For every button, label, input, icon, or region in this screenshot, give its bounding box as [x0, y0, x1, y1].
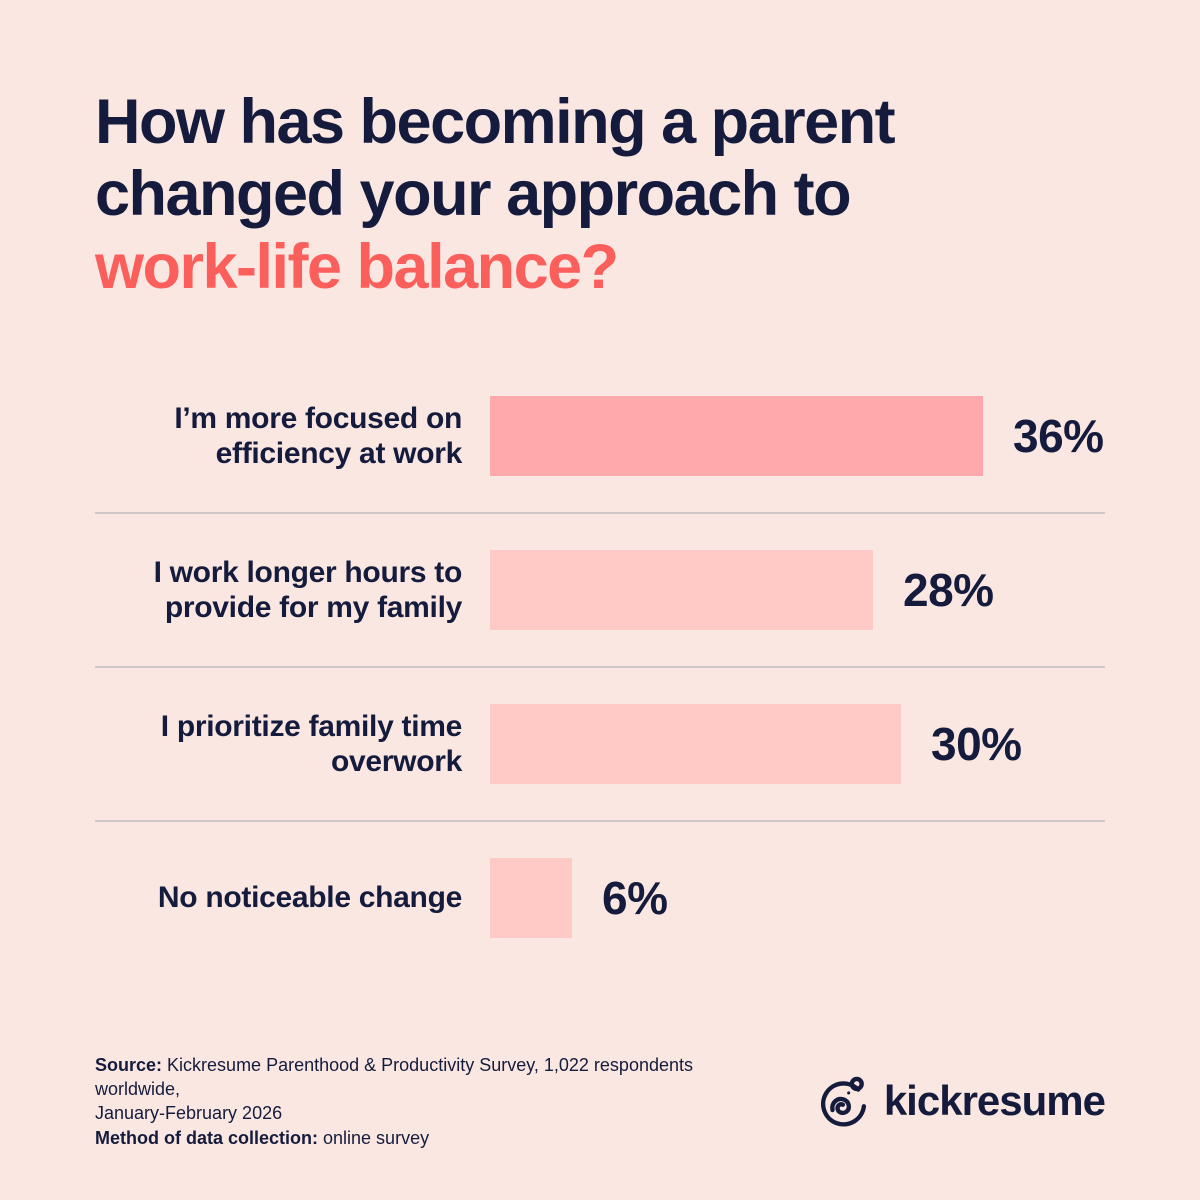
source-label: Source:	[95, 1054, 163, 1075]
value-label: 36%	[1013, 410, 1104, 462]
chameleon-icon	[820, 1076, 866, 1127]
category-label: I work longer hours to provide for my fam…	[153, 555, 463, 624]
bar-3	[490, 704, 901, 784]
value-label: 28%	[903, 564, 994, 616]
method-text: online survey	[323, 1127, 430, 1148]
bar-area: 28%	[490, 550, 994, 630]
title-line-1: How has becoming a parent	[95, 87, 896, 157]
source-text: Kickresume Parenthood & Productivity Sur…	[95, 1054, 693, 1100]
value-label: 30%	[931, 718, 1022, 770]
row-divider	[95, 666, 1105, 668]
bar-2	[490, 550, 873, 630]
page-title: How has becoming a parent changed your a…	[95, 86, 896, 303]
value-label: 6%	[602, 872, 668, 924]
bar-chart: I’m more focused on efficiency at work 36%…	[95, 360, 1105, 974]
bar-area: 6%	[490, 858, 668, 938]
category-label: No noticeable change	[157, 881, 462, 915]
row-divider	[95, 512, 1105, 514]
bar-area: 36%	[490, 396, 1104, 476]
kickresume-logo: kickresume	[814, 1073, 1106, 1130]
method-label: Method of data collection:	[95, 1127, 318, 1148]
logo-text: kickresume	[883, 1077, 1106, 1125]
chart-row: I work longer hours to provide for my fam…	[95, 514, 1105, 666]
source-text-date: January-February 2026	[95, 1103, 283, 1124]
bar-4	[490, 858, 572, 938]
chart-row: I’m more focused on efficiency at work 36%	[95, 360, 1105, 512]
title-line-accent: work-life balance?	[95, 231, 619, 302]
bar-1	[490, 396, 983, 476]
category-label: I prioritize family time overwork	[160, 709, 463, 778]
chart-row: I prioritize family time overwork 30%	[95, 668, 1105, 820]
row-divider	[95, 820, 1105, 822]
category-label: I’m more focused on efficiency at work	[174, 401, 462, 470]
title-line-2: changed your approach to	[95, 159, 852, 230]
bar-area: 30%	[490, 704, 1022, 784]
chart-row: No noticeable change 6%	[95, 822, 1105, 974]
source-note: Source: Kickresume Parenthood & Producti…	[95, 1053, 775, 1150]
footer: Source: Kickresume Parenthood & Producti…	[95, 1053, 1106, 1150]
